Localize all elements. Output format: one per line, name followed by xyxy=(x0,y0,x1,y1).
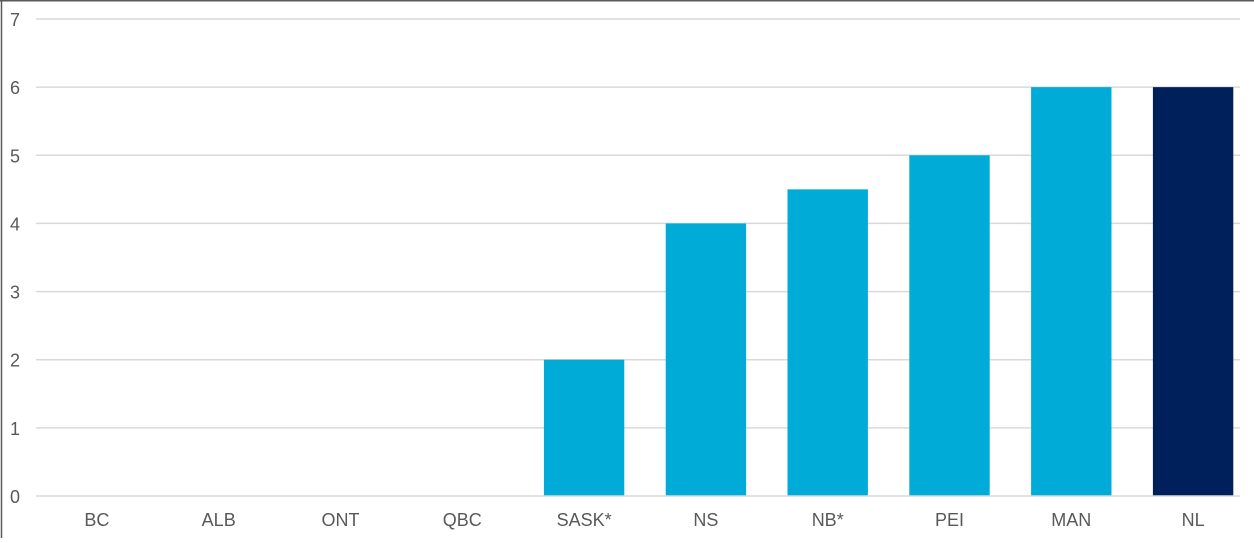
bar-nb xyxy=(787,189,868,496)
gridlines xyxy=(36,18,1240,429)
y-tick-labels: 0 1 2 3 4 5 6 7 xyxy=(10,10,20,507)
x-tick-label: NS xyxy=(693,510,718,530)
y-tick-label: 2 xyxy=(10,351,20,371)
x-tick-label: ONT xyxy=(322,510,360,530)
x-tick-labels: BC ALB ONT QBC SASK* NS NB* PEI MAN NL xyxy=(84,510,1204,530)
y-tick-label: 6 xyxy=(10,78,20,98)
y-tick-label: 4 xyxy=(10,214,20,234)
x-tick-label: NL xyxy=(1182,510,1205,530)
y-tick-label: 3 xyxy=(10,283,20,303)
x-tick-label: QBC xyxy=(443,510,482,530)
bar-sask xyxy=(543,359,625,496)
y-tick-label: 1 xyxy=(10,419,20,439)
y-tick-label: 7 xyxy=(10,10,20,30)
bars xyxy=(543,87,1234,497)
x-tick-label: SASK* xyxy=(557,510,612,530)
bar-man xyxy=(1031,87,1112,497)
x-tick-label: NB* xyxy=(812,510,844,530)
x-tick-label: PEI xyxy=(935,510,964,530)
x-tick-label: MAN xyxy=(1051,510,1091,530)
bar-nl xyxy=(1152,87,1234,497)
x-tick-label: ALB xyxy=(202,510,236,530)
y-tick-label: 5 xyxy=(10,146,20,166)
x-tick-label: BC xyxy=(84,510,109,530)
y-tick-label: 0 xyxy=(10,487,20,507)
bar-pei xyxy=(909,155,990,497)
bar-ns xyxy=(665,223,747,496)
